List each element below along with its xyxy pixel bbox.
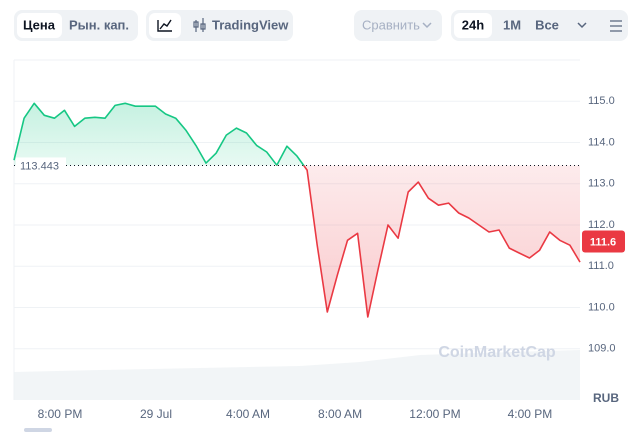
x-tick-label: 29 Jul	[140, 407, 172, 421]
price-line	[13, 102, 581, 318]
x-tick-label: 12:00 PM	[409, 407, 460, 421]
current-price-label: 111.6	[590, 236, 616, 248]
compare-label: Сравнить	[362, 17, 420, 32]
y-tick-label: 112.0	[588, 219, 615, 231]
current-price-badge	[582, 230, 625, 253]
range-chevron[interactable]	[577, 22, 587, 29]
y-tick-label: 115.0	[588, 95, 615, 107]
y-tick-label: 113.0	[588, 178, 615, 190]
y-tick-label: 111.0	[588, 260, 614, 272]
volume-background	[14, 350, 580, 400]
tab[interactable]: Рын. кап.	[69, 17, 129, 32]
y-tick-label: 110.0	[588, 301, 615, 313]
settings-icon[interactable]	[610, 20, 622, 32]
chevron	[422, 22, 432, 29]
price-area	[14, 103, 580, 317]
y-tick-label: 114.0	[588, 136, 615, 148]
range-button[interactable]: Все	[535, 17, 559, 32]
range-button[interactable]: 24h	[462, 17, 484, 32]
range-selected	[454, 13, 492, 38]
watermark: CoinMarketCap	[438, 344, 556, 361]
range-group	[451, 10, 628, 41]
range-button[interactable]: 1M	[503, 17, 521, 32]
candle-icon	[193, 18, 206, 32]
x-tick-label: 8:00 PM	[38, 407, 83, 421]
tab-selected	[17, 13, 62, 38]
x-tick-label: 4:00 PM	[508, 407, 553, 421]
scroll-handle[interactable]	[24, 428, 52, 432]
compare-button[interactable]	[354, 10, 442, 41]
x-tick-label: 4:00 AM	[226, 407, 270, 421]
baseline-label: 113.443	[20, 160, 59, 172]
line-icon	[157, 19, 172, 32]
x-tick-label: 8:00 AM	[318, 407, 362, 421]
tab[interactable]: Цена	[23, 17, 56, 32]
baseline-label-bg	[16, 157, 66, 174]
y-tick-label: 109.0	[588, 343, 616, 355]
tradingview-button[interactable]: TradingView	[212, 17, 289, 32]
tab-group	[146, 10, 293, 41]
currency-label: RUB	[593, 391, 619, 405]
